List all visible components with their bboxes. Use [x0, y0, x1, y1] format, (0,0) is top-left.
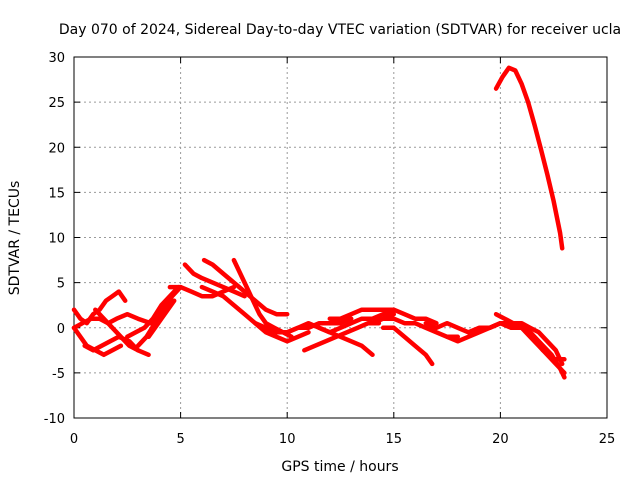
series-line-arc-25: [515, 320, 567, 380]
series-line-arc-13: [199, 284, 311, 344]
series-line-arc-4: [82, 334, 141, 353]
series-group: [71, 65, 567, 380]
y-axis-title: SDTVAR / TECUs: [7, 181, 23, 296]
axis-ticks: 0 5 10 15 20 25 -10 -5 0 5 10 15 20 25 30: [44, 51, 616, 447]
y-tick-label: -10: [44, 412, 65, 427]
chart-title: Day 070 of 2024, Sidereal Day-to-day VTE…: [59, 22, 621, 38]
series-line-arc-20: [370, 316, 461, 340]
series-line-arc-1: [71, 289, 128, 326]
y-tick-label: 10: [48, 232, 65, 247]
series-line-arc-16: [302, 320, 382, 353]
x-tick-label: 25: [599, 432, 616, 447]
grid: [74, 57, 607, 418]
y-tick-label: 15: [48, 186, 65, 201]
y-tick-label: -5: [52, 367, 65, 382]
series-line-arc-8: [146, 298, 177, 340]
y-tick-label: 25: [48, 96, 65, 111]
series-line-arc-2: [71, 311, 162, 331]
x-tick-label: 5: [176, 432, 184, 447]
x-tick-label: 0: [70, 432, 78, 447]
x-tick-label: 20: [492, 432, 509, 447]
y-tick-label: 30: [48, 51, 65, 66]
series-line-arc-26: [487, 320, 567, 362]
series-line-arc-9: [167, 284, 237, 299]
series-line-arc-18: [316, 325, 375, 358]
series-line-arc-10: [182, 262, 247, 299]
series-line-arc-22: [444, 320, 524, 344]
y-tick-label: 5: [57, 277, 65, 292]
y-tick-label: 20: [48, 141, 65, 156]
y-tick-label: 0: [57, 322, 65, 337]
series-line-arc-15: [284, 311, 397, 335]
series-line-arc-5: [93, 307, 151, 358]
x-axis-title: GPS time / hours: [281, 459, 398, 475]
x-tick-label: 15: [386, 432, 403, 447]
series-line-arc-27: [493, 65, 565, 251]
x-tick-label: 10: [279, 432, 296, 447]
series-line-arc-19: [380, 325, 435, 367]
series-line-arc-7: [135, 284, 183, 349]
series-line-arc-11: [201, 257, 290, 317]
series-line-arc-17: [327, 307, 439, 326]
